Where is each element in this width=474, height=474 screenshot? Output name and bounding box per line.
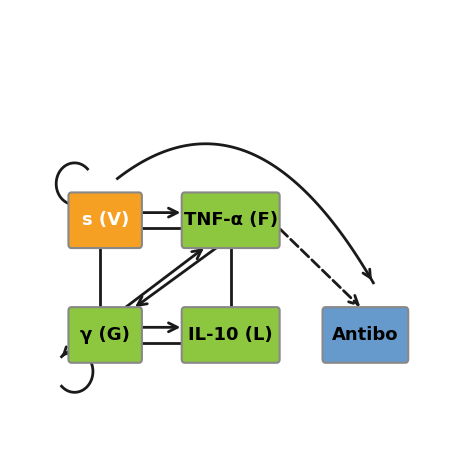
FancyBboxPatch shape	[322, 307, 408, 363]
FancyBboxPatch shape	[182, 307, 280, 363]
Text: TNF-α (F): TNF-α (F)	[184, 211, 278, 229]
Text: γ (G): γ (G)	[80, 326, 130, 344]
Text: s (V): s (V)	[82, 211, 129, 229]
FancyBboxPatch shape	[68, 192, 142, 248]
FancyBboxPatch shape	[182, 192, 280, 248]
Text: IL-10 (L): IL-10 (L)	[188, 326, 273, 344]
Text: Antibo: Antibo	[332, 326, 399, 344]
FancyBboxPatch shape	[68, 307, 142, 363]
